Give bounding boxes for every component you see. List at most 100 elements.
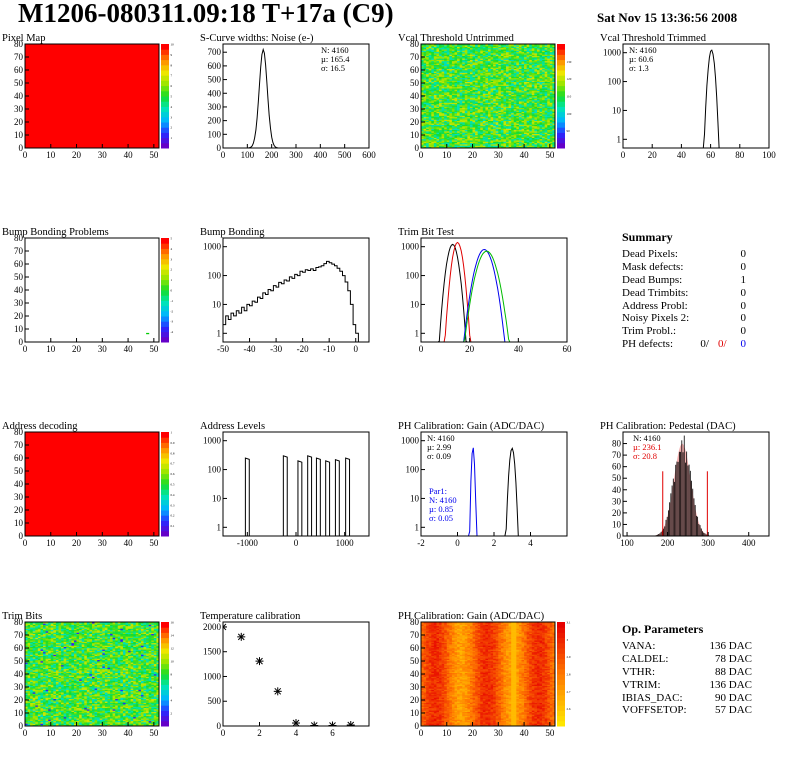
timestamp: Sat Nov 15 13:36:56 2008 [597,10,738,25]
z-tick-label: 9 [171,53,173,57]
y-tick-label: 80 [612,439,622,449]
x-tick-label: 4 [528,538,533,548]
level-peak [282,455,288,536]
x-tick-label: 50 [545,728,555,738]
x-tick-label: -30 [270,344,282,354]
summary-box: Summary Dead Pixels: 0 Mask defects: 0 Dead … [622,230,746,351]
stat-text: Par1: [429,486,447,496]
y-tick-label: 100 [208,129,222,139]
y-tick-label: 20 [14,695,24,705]
plot-frame [420,237,568,343]
summary-value: 0 [740,248,747,260]
y-tick-label: 300 [208,102,222,112]
x-tick-label: -10 [323,344,335,354]
x-tick-label: 0 [419,728,424,738]
z-tick-label: 2 [171,268,173,272]
z-tick-label: 130 [567,60,572,64]
summary-label: Trim Probl.: [622,325,677,338]
y-tick-label: 1 [217,522,222,532]
y-tick-label: 20 [410,695,420,705]
stat-text: µ: 0.85 [429,504,453,514]
hist-series [223,47,369,148]
z-tick-label: 0.4 [171,493,175,497]
summary-label: PH defects: [622,338,674,351]
x-tick-label: 10 [442,728,452,738]
y-tick-label: 100 [406,465,420,475]
x-tick-label: 500 [338,150,352,160]
y-tick-label: 10 [14,518,24,528]
chart-title: PH Calibration: Gain (ADC/DAC) [398,421,545,432]
op-value: 136 DAC [709,678,752,691]
y-tick-label: 0 [19,721,24,731]
plot-area: 2 4 6 8 10 12 14 16 0 10 20 30 40 50 0 10 20 30 40 50 60 70 80 [14,617,174,738]
stat-text: σ: 0.05 [429,513,453,523]
y-tick-label: 70 [410,52,420,62]
x-tick-label: -40 [244,344,256,354]
ph-defect-b: 0/ [717,338,727,351]
op-row: VTHR: 88 DAC [622,666,752,679]
y-tick-label: 60 [14,259,24,269]
x-tick-label: 60 [706,150,716,160]
x-tick-label: 200 [265,150,279,160]
y-tick-label: 70 [14,52,24,62]
x-tick-label: 20 [72,344,82,354]
z-tick-label: 6 [171,84,173,88]
y-tick-label: 1000 [401,436,420,446]
plot-area: 0.10.20.30.40.50.60.70.80.910 10 20 30 40 500… [14,427,175,548]
chart-ph_ped: PH Calibration: Pedestal (DAC)N: 4160µ: … [600,421,770,548]
y-tick-label: 70 [14,246,24,256]
x-tick-label: 10 [46,344,56,354]
ph-defect-a: 0/ [700,338,709,351]
op-row: VOFFSETOP: 57 DAC [622,704,752,717]
op-label: VANA: [622,640,656,652]
hist-series [223,260,369,342]
x-tick-label: 0 [353,344,358,354]
plot-frame [622,431,770,537]
x-tick-label: 0 [419,150,424,160]
summary-value: 0 [740,286,747,299]
y-tick-label: 100 [208,465,222,475]
x-tick-label: 300 [701,538,715,548]
y-tick-label: 50 [14,78,24,88]
z-tick-label: 5 [171,95,173,99]
x-tick-label: 1000 [336,538,355,548]
chart-trimbit: Trim Bit Test 0 20 40 60 1 10 100 1000 [398,227,572,354]
chart-pixel_map: Pixel Map 1 2 3 4 5 6 7 8 9 10 0 10 20 30 40 50 0 10 20 30 40… [2,33,174,160]
x-tick-label: 20 [468,150,478,160]
y-tick-label: 2000 [203,622,222,632]
stat-text: σ: 0.09 [427,451,451,461]
stat-text: N: 4160 [429,495,457,505]
y-tick-label: 60 [410,643,420,653]
y-tick-label: 1000 [203,436,222,446]
y-tick-label: 1000 [401,242,420,252]
y-tick-label: 200 [208,116,222,126]
z-tick-label: 0.8 [171,451,175,455]
stat-text: N: 4160 [633,433,661,443]
y-tick-label: 500 [208,696,222,706]
summary-row: Trim Probl.: 0 [622,325,746,338]
z-tick-label: 7 [171,74,173,78]
y-tick-label: 50 [14,656,24,666]
plot-frame [222,621,370,727]
z-tick-label: 100 [567,112,572,116]
y-tick-label: 30 [14,492,24,502]
y-tick-label: 40 [410,669,420,679]
plot-frame [622,43,770,149]
x-tick-label: 0 [23,728,28,738]
y-tick-label: 80 [410,39,420,49]
summary-label: Dead Trimbits: [622,286,689,299]
chart-addr_map: Address decoding 0.1 0.2 0.3 0.4 0.5 0.6 0.7 0.8… [2,421,175,548]
y-tick-label: 60 [612,462,622,472]
x-tick-label: 40 [520,728,530,738]
z-tick-label: 3.1 [567,621,571,625]
op-params-box: Op. Parameters VANA: 136 DAC CALDEL: 78 DAC… [622,622,752,717]
x-tick-label: 20 [72,538,82,548]
y-tick-label: 50 [410,656,420,666]
op-value: 57 DAC [715,704,752,717]
x-tick-label: 0 [221,728,226,738]
x-tick-label: 400 [742,538,756,548]
op-row: IBIAS_DAC: 90 DAC [622,692,752,705]
